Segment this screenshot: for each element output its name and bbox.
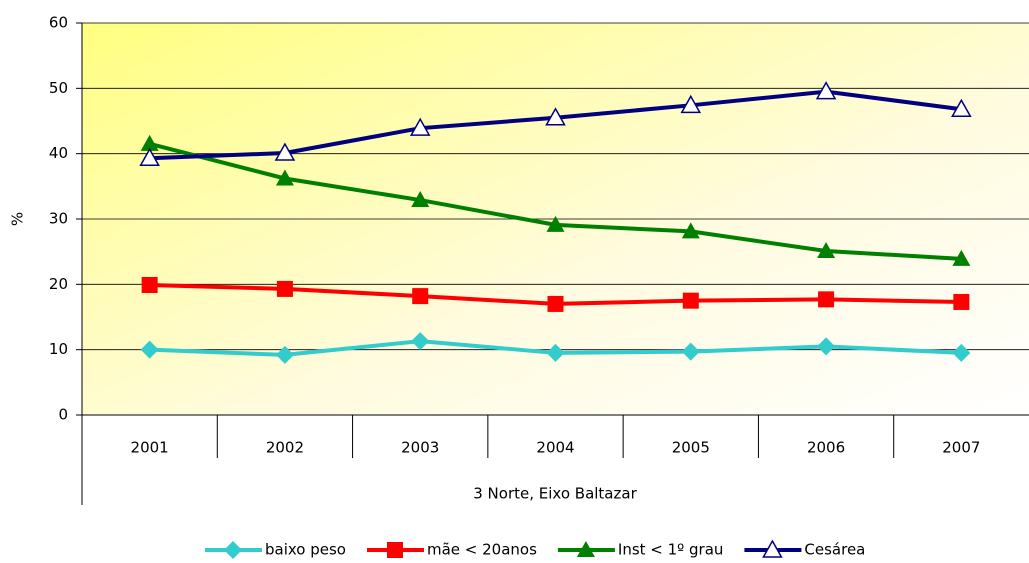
marker <box>817 242 836 259</box>
marker <box>815 81 837 100</box>
marker <box>952 343 971 362</box>
marker <box>275 169 294 186</box>
legend-item: Inst < 1º grau <box>557 541 724 559</box>
x-axis-label: 3 Norte, Eixo Baltazar <box>473 485 637 503</box>
x-tick-label: 2002 <box>266 439 304 457</box>
legend-item: baixo peso <box>205 541 346 559</box>
marker <box>951 98 972 117</box>
marker <box>224 541 242 559</box>
marker <box>141 276 158 293</box>
y-tick-label: 30 <box>49 210 68 228</box>
x-tick-label: 2004 <box>536 439 574 457</box>
marker <box>412 288 429 305</box>
marker <box>762 539 783 558</box>
marker <box>682 292 699 309</box>
marker <box>953 293 970 310</box>
marker <box>681 342 700 361</box>
marker <box>546 215 565 232</box>
marker <box>546 343 565 362</box>
marker <box>952 249 971 266</box>
legend-item: mãe < 20anos <box>366 541 537 559</box>
marker <box>275 345 294 364</box>
marker <box>409 117 431 136</box>
x-tick-label: 2007 <box>942 439 980 457</box>
marker <box>276 280 293 297</box>
marker <box>817 337 836 356</box>
x-tick-label: 2001 <box>131 439 169 457</box>
marker <box>545 107 566 126</box>
y-axis-label: % <box>9 212 27 226</box>
x-tick-label: 2005 <box>672 439 710 457</box>
marker <box>386 542 403 558</box>
marker <box>547 295 564 312</box>
y-tick-label: 0 <box>58 406 68 424</box>
marker <box>140 340 159 359</box>
marker <box>818 291 835 308</box>
legend-item: Cesárea <box>744 539 865 559</box>
y-tick-label: 10 <box>49 340 68 358</box>
legend-label: Cesárea <box>804 541 865 559</box>
marker <box>576 541 595 557</box>
legend-label: Inst < 1º grau <box>618 541 724 559</box>
marker <box>274 142 296 161</box>
legend-label: baixo peso <box>265 541 346 559</box>
x-tick-label: 2003 <box>401 439 439 457</box>
marker <box>680 94 702 114</box>
marker <box>139 147 160 166</box>
x-tick-label: 2006 <box>807 439 845 457</box>
marker <box>140 134 159 151</box>
y-tick-label: 40 <box>49 144 68 162</box>
legend-label: mãe < 20anos <box>427 541 537 559</box>
y-tick-label: 20 <box>49 275 68 293</box>
y-tick-label: 50 <box>49 79 68 97</box>
y-tick-label: 60 <box>49 14 68 32</box>
marker <box>411 332 430 351</box>
marker <box>411 191 430 208</box>
marker <box>681 222 700 239</box>
